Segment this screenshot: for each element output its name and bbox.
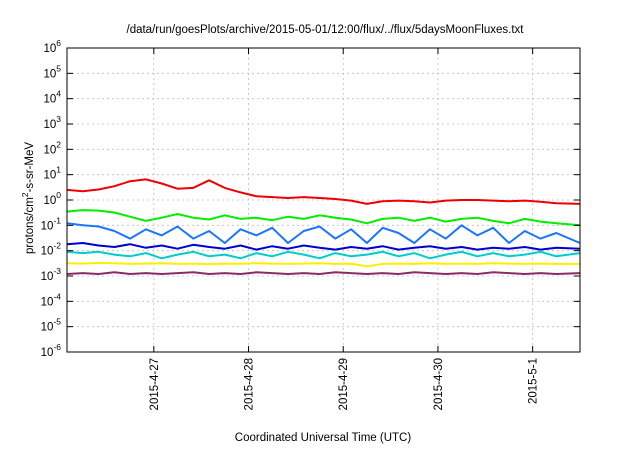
y-tick-label: 101 <box>43 165 61 182</box>
y-axis-label: protons/cm2-s-sr-MeV <box>20 142 36 254</box>
series-line-7 <box>66 271 581 275</box>
x-tick-label: 2015-5-1 <box>528 358 540 404</box>
x-tick-label: 2015-4-27 <box>149 358 161 410</box>
series-line-5 <box>66 250 581 260</box>
series-line-2 <box>66 209 581 227</box>
y-tick-label: 100 <box>43 190 61 207</box>
y-tick-label: 10-6 <box>41 342 62 359</box>
x-axis-label: Coordinated Universal Time (UTC) <box>235 432 412 444</box>
y-tick-label: 10-1 <box>41 215 62 232</box>
axes: 10-6 10-5 10-4 10-3 10-2 10-1 100 101 102 103 104 1… <box>41 38 580 410</box>
y-tick-label: 104 <box>43 89 61 106</box>
chart-title: /data/run/goesPlots/archive/2015-05-01/1… <box>127 24 525 36</box>
y-tick-label: 102 <box>43 139 61 156</box>
y-tick-label: 10-4 <box>41 291 62 308</box>
y-tick-label: 10-3 <box>41 266 62 283</box>
grid-lines <box>67 48 580 352</box>
series-line-4 <box>66 242 581 251</box>
y-tick-label: 105 <box>43 63 61 80</box>
series-line-3 <box>66 222 581 244</box>
x-tick-label: 2015-4-30 <box>433 358 445 410</box>
y-tick-label: 10-2 <box>41 241 62 258</box>
y-tick-label: 103 <box>43 114 61 131</box>
series-line-6 <box>66 261 580 268</box>
series-line-1 <box>66 178 581 205</box>
x-tick-label: 2015-4-29 <box>338 358 350 410</box>
data-series <box>66 178 581 275</box>
x-tick-label: 2015-4-28 <box>244 358 256 410</box>
y-tick-label: 106 <box>43 38 61 55</box>
y-tick-label: 10-5 <box>41 317 62 334</box>
